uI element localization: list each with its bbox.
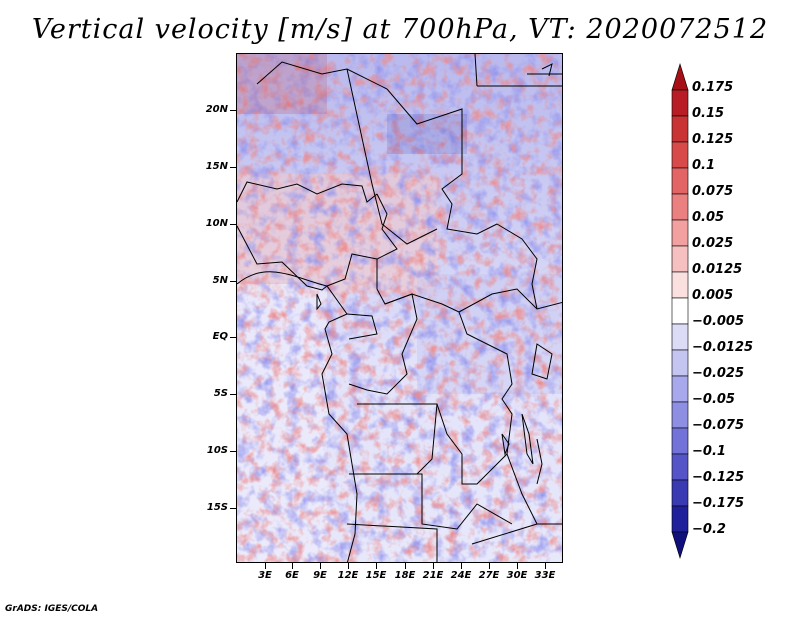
colorbar-label: 0.125 <box>692 132 734 147</box>
colorbar-cell <box>671 297 689 325</box>
lon-label: 24E <box>450 570 472 581</box>
colorbar-label: −0.0125 <box>692 340 754 355</box>
lat-label: 15N <box>205 161 228 172</box>
colorbar-label: −0.175 <box>692 496 745 511</box>
coastline-borders <box>237 54 562 562</box>
colorbar-cell <box>671 245 689 273</box>
colorbar-label: 0.175 <box>692 80 734 95</box>
colorbar-cell <box>671 401 689 429</box>
colorbar-cell <box>671 193 689 221</box>
colorbar-label: −0.005 <box>692 314 745 329</box>
lon-label: 33E <box>534 570 556 581</box>
colorbar-label: 0.05 <box>692 210 725 225</box>
lon-label: 15E <box>365 570 387 581</box>
lon-label: 9E <box>313 570 327 581</box>
colorbar-cell <box>671 375 689 403</box>
lat-label: 5N <box>212 275 228 286</box>
lat-label: 10S <box>206 445 228 456</box>
colorbar-cell <box>671 167 689 195</box>
lon-label: 21E <box>422 570 444 581</box>
vertical-velocity-field <box>237 54 562 562</box>
lat-label: 10N <box>205 218 228 229</box>
lat-label: 20N <box>205 104 228 115</box>
colorbar-cell <box>671 115 689 143</box>
software-credit: GrADS: IGES/COLA <box>5 604 99 614</box>
lon-label: 27E <box>478 570 500 581</box>
colorbar-label: 0.1 <box>692 158 716 173</box>
map-plot-area <box>236 53 563 563</box>
colorbar-cell <box>671 505 689 533</box>
lon-label: 3E <box>258 570 272 581</box>
colorbar-label: 0.075 <box>692 184 734 199</box>
colorbar-label: −0.1 <box>692 444 726 459</box>
lat-label: 15S <box>206 502 228 513</box>
colorbar-cell <box>671 323 689 351</box>
colorbar-label: −0.025 <box>692 366 745 381</box>
colorbar-cell <box>671 89 689 117</box>
colorbar-cell <box>671 479 689 507</box>
colorbar-label: −0.05 <box>692 392 735 407</box>
lon-label: 6E <box>285 570 299 581</box>
colorbar-cell <box>671 427 689 455</box>
map-title: Vertical velocity [m/s] at 700hPa, VT: 2… <box>31 14 769 45</box>
lon-label: 30E <box>506 570 528 581</box>
colorbar-label: −0.075 <box>692 418 745 433</box>
colorbar-label: 0.0125 <box>692 262 743 277</box>
lon-label: 18E <box>394 570 416 581</box>
colorbar-label: 0.005 <box>692 288 734 303</box>
colorbar-label: −0.2 <box>692 522 726 537</box>
colorbar-label: −0.125 <box>692 470 745 485</box>
colorbar-cell <box>671 453 689 481</box>
lon-label: 12E <box>337 570 359 581</box>
colorbar-label: 0.025 <box>692 236 734 251</box>
colorbar-cell <box>671 271 689 299</box>
colorbar-cell <box>671 141 689 169</box>
colorbar <box>671 62 689 560</box>
colorbar-cell <box>671 349 689 377</box>
lat-label: EQ <box>212 331 228 342</box>
colorbar-cell <box>671 219 689 247</box>
lat-label: 5S <box>213 388 228 399</box>
colorbar-cell <box>671 531 689 560</box>
colorbar-label: 0.15 <box>692 106 725 121</box>
colorbar-cell <box>671 62 689 91</box>
